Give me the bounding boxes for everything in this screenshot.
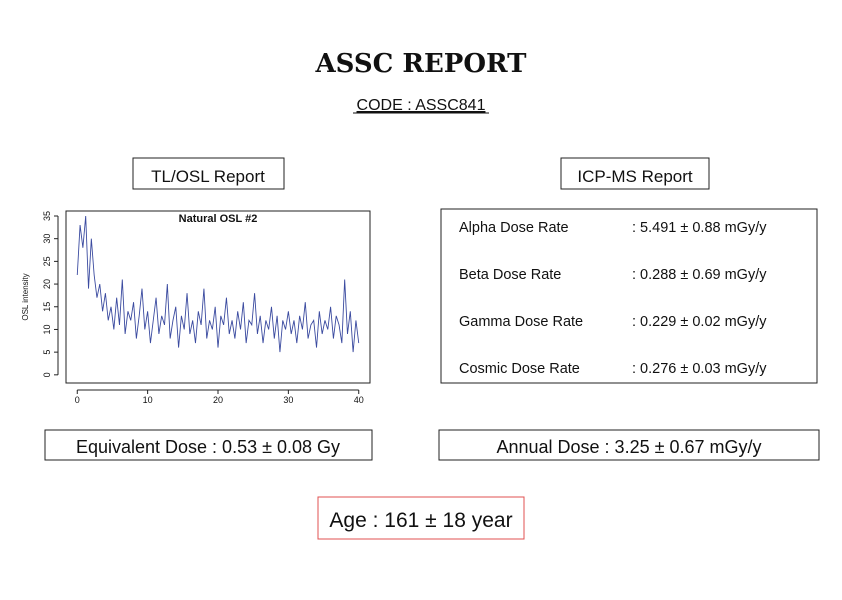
row-value: : 5.491 ± 0.88 mGy/y [632,220,767,236]
y-axis-label: OSL intensity [21,273,30,320]
heading-box [132,157,285,190]
table-box [440,208,818,384]
y-tick-label: 35 [42,211,52,221]
result-box [438,429,820,461]
y-tick-label: 10 [42,324,52,334]
age: Age : 161 ± 18 year [329,509,512,532]
heading-box [560,157,710,190]
code: CODE : ASSC841 [357,97,486,114]
plot-frame [65,210,371,384]
chart-title: Natural OSL #2 [179,213,258,225]
row-value: : 0.288 ± 0.69 mGy/y [632,267,767,283]
x-tick-label: 0 [75,395,80,405]
y-tick-label: 30 [42,234,52,244]
heading: TL/OSL Report [151,167,265,186]
row-label: Cosmic Dose Rate [459,361,580,377]
row-label: Beta Dose Rate [459,267,561,283]
result: Equivalent Dose : 0.53 ± 0.08 Gy [76,437,340,457]
y-tick-label: 0 [42,372,52,377]
y-tick-label: 20 [42,279,52,289]
y-tick-label: 15 [42,302,52,312]
y-tick-label: 5 [42,350,52,355]
row-label: Gamma Dose Rate [459,314,583,330]
row-value: : 0.229 ± 0.02 mGy/y [632,314,767,330]
x-tick-label: 40 [354,395,364,405]
data-line [76,215,360,353]
age-box [317,496,525,540]
x-tick-label: 20 [213,395,223,405]
x-tick-label: 30 [283,395,293,405]
title: ASSC REPORT [314,49,527,79]
x-tick-label: 10 [143,395,153,405]
result-box [44,429,373,461]
result: Annual Dose : 3.25 ± 0.67 mGy/y [496,437,761,457]
chart: Natural OSL #2 OSL intensity 0 10 20 30 40 0 5… [21,210,371,405]
table: Alpha Dose Rate : 5.491 ± 0.88 mGy/y Beta … [459,220,767,377]
heading: ICP-MS Report [577,167,693,186]
y-tick-label: 25 [42,256,52,266]
row-label: Alpha Dose Rate [459,220,569,236]
row-value: : 0.276 ± 0.03 mGy/y [632,361,767,377]
